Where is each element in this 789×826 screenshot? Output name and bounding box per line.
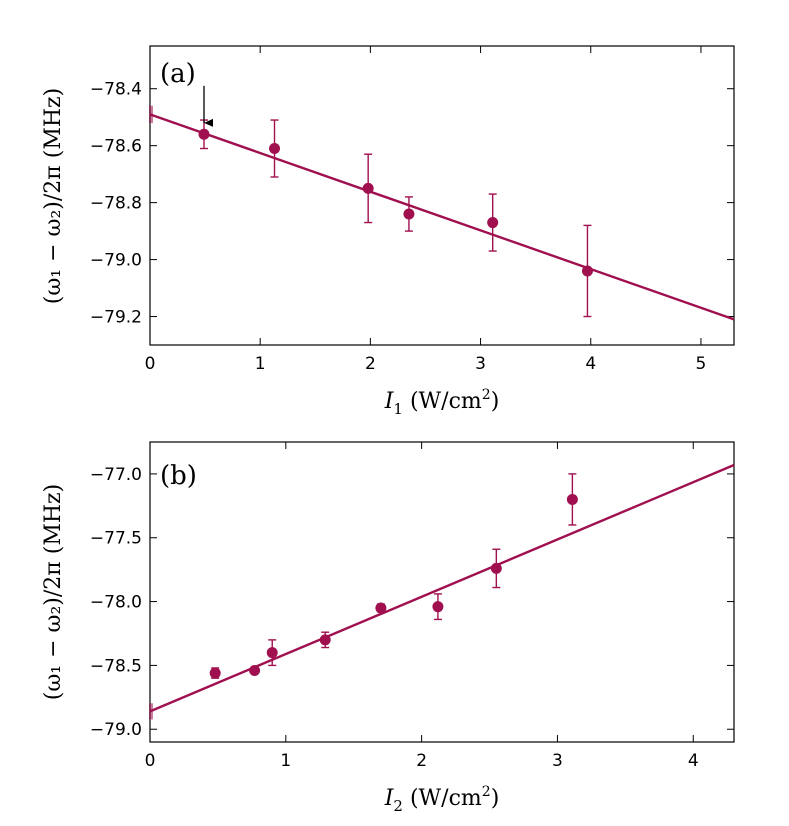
data-point <box>249 665 261 677</box>
y-tick-label: −78.0 <box>90 593 142 613</box>
data-point <box>403 208 415 220</box>
y-tick-label: −79.0 <box>90 720 142 740</box>
y-tick-label: −79.0 <box>90 251 142 271</box>
x-tick-label: 4 <box>688 751 699 771</box>
x-tick-label: 1 <box>280 751 291 771</box>
x-tick-label: 3 <box>552 751 563 771</box>
y-tick-label: −77.0 <box>90 465 142 485</box>
y-axis-ticks: −79.0 −78.5 −78.0 −77.5 −77.0 <box>90 465 734 740</box>
x-axis-label: I1 (W/cm2) <box>384 387 500 418</box>
data-point <box>432 601 444 613</box>
y-axis-ticks: −79.2 −79.0 −78.8 −78.6 −78.4 <box>90 80 734 328</box>
x-tick-label: 0 <box>145 751 156 771</box>
data-point <box>319 634 331 646</box>
data-point <box>487 217 499 229</box>
y-axis-label: (ω₁ − ω₂)/2π (MHz) <box>41 484 66 700</box>
y-tick-label: −77.5 <box>90 529 142 549</box>
y-axis-label: (ω₁ − ω₂)/2π (MHz) <box>41 88 66 304</box>
x-tick-label: 1 <box>255 354 266 374</box>
data-point <box>362 182 374 194</box>
data-points <box>209 473 578 679</box>
intercept-error-bar <box>149 703 153 720</box>
panel-label: (b) <box>160 461 197 491</box>
y-tick-label: −78.4 <box>90 80 142 100</box>
data-point <box>269 143 281 155</box>
x-tick-label: 2 <box>365 354 376 374</box>
panel-a: 0 1 2 3 4 5 −79.2 −79.0 −78.8 −78.6 −78.4 (a) I1 … <box>41 45 735 418</box>
plot-frame <box>149 441 735 743</box>
data-point <box>266 647 278 659</box>
intercept-error-bar <box>149 105 153 124</box>
panel-label: (a) <box>160 59 196 89</box>
y-tick-label: −78.6 <box>90 137 142 157</box>
y-tick-label: −78.5 <box>90 656 142 676</box>
y-tick-label: −79.2 <box>90 308 142 328</box>
x-axis-ticks: 0 1 2 3 4 5 <box>145 46 707 374</box>
x-tick-label: 5 <box>696 354 707 374</box>
y-tick-label: −78.8 <box>90 194 142 214</box>
fit-line-group <box>149 105 735 321</box>
data-point <box>566 493 578 505</box>
x-tick-label: 3 <box>475 354 486 374</box>
data-point <box>375 602 387 614</box>
data-point <box>198 128 210 140</box>
data-point <box>581 265 593 277</box>
fit-line <box>149 113 735 321</box>
plot-frame <box>149 45 735 346</box>
x-tick-label: 0 <box>145 354 156 374</box>
fit-line <box>149 463 735 713</box>
data-point <box>490 562 502 574</box>
x-tick-label: 2 <box>416 751 427 771</box>
panel-b: 0 1 2 3 4 −79.0 −78.5 −78.0 −77.5 −77.0 (b) I2 (… <box>41 441 735 815</box>
data-point <box>209 667 221 679</box>
x-tick-label: 4 <box>585 354 596 374</box>
x-axis-ticks: 0 1 2 3 4 <box>145 442 699 771</box>
data-points <box>198 119 593 318</box>
fit-line-group <box>149 463 735 720</box>
x-axis-label: I2 (W/cm2) <box>384 784 500 815</box>
